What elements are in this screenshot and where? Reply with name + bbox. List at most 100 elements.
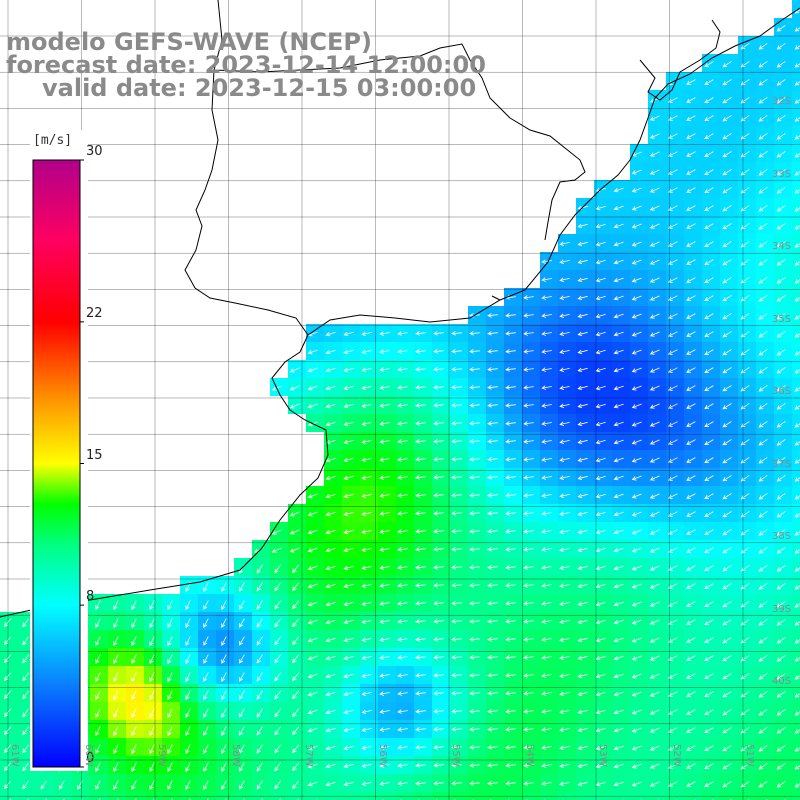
wind-arrow xyxy=(451,745,462,750)
wind-arrow xyxy=(149,690,155,701)
field-cell xyxy=(792,486,800,504)
wind-arrow xyxy=(776,475,786,482)
wind-arrow xyxy=(577,547,588,553)
colorbar-tick-label: 30 xyxy=(86,144,103,159)
wind-arrow xyxy=(704,529,714,536)
field-cell xyxy=(792,396,800,414)
wind-arrow xyxy=(292,600,300,610)
wind-arrow xyxy=(379,331,390,336)
wind-arrow xyxy=(167,762,173,773)
wind-arrow xyxy=(740,727,750,734)
wind-arrow xyxy=(649,709,660,715)
wind-arrow xyxy=(379,349,390,354)
wind-arrow xyxy=(451,439,462,444)
wind-arrow xyxy=(722,133,732,140)
wind-arrow xyxy=(4,690,12,700)
wind-arrow xyxy=(631,763,642,769)
wind-arrow xyxy=(149,654,155,665)
wind-arrow xyxy=(487,403,498,408)
wind-arrow xyxy=(361,619,372,624)
wind-arrow xyxy=(325,709,336,715)
wind-arrow xyxy=(559,673,570,678)
wind-arrow xyxy=(794,315,800,320)
wind-arrow xyxy=(758,709,768,716)
wind-arrow xyxy=(361,385,372,390)
wind-arrow xyxy=(523,619,534,624)
wind-arrow xyxy=(794,261,800,266)
wind-arrow xyxy=(595,223,606,229)
wind-arrow xyxy=(740,529,750,536)
wind-arrow xyxy=(505,583,516,588)
wind-arrow xyxy=(325,583,336,589)
wind-arrow xyxy=(131,726,137,737)
wind-arrow xyxy=(415,781,426,786)
wind-arrow xyxy=(379,385,390,390)
wind-arrow xyxy=(541,583,552,588)
wind-arrow xyxy=(577,457,588,463)
wind-arrow xyxy=(722,439,732,446)
wind-arrow xyxy=(613,493,624,499)
wind-arrow xyxy=(649,331,660,337)
wind-arrow xyxy=(649,205,660,211)
wind-arrow xyxy=(415,601,426,606)
wind-arrow xyxy=(722,187,732,194)
wind-arrow xyxy=(274,654,281,664)
wind-arrow xyxy=(451,655,462,660)
wind-arrow xyxy=(559,529,570,534)
wind-arrow xyxy=(649,529,660,535)
wind-arrow xyxy=(704,763,714,770)
wind-arrow xyxy=(451,709,462,714)
wind-arrow xyxy=(58,780,65,790)
wind-arrow xyxy=(433,709,444,714)
wind-arrow xyxy=(415,691,426,696)
lon-label: 53W xyxy=(597,744,608,767)
wind-arrow xyxy=(4,618,12,628)
wind-arrow xyxy=(307,403,318,409)
lon-label: 59W xyxy=(156,744,167,767)
wind-arrow xyxy=(794,351,800,356)
wind-arrow xyxy=(559,439,570,444)
wind-arrow xyxy=(307,493,318,499)
wind-arrow xyxy=(794,63,800,68)
wind-arrow xyxy=(433,655,444,660)
wind-arrow xyxy=(722,259,732,266)
lat-label: 35S xyxy=(772,313,792,325)
wind-arrow xyxy=(415,421,426,426)
wind-arrow xyxy=(95,780,101,790)
wind-arrow xyxy=(167,708,173,719)
wind-arrow xyxy=(704,403,714,410)
wind-arrow xyxy=(487,349,498,354)
wind-arrow xyxy=(307,529,318,535)
wind-arrow xyxy=(113,744,119,755)
wind-arrow xyxy=(667,637,678,643)
wind-arrow xyxy=(239,762,245,772)
wind-arrow xyxy=(379,619,390,624)
wind-arrow xyxy=(505,439,516,444)
wind-arrow xyxy=(667,475,678,481)
wind-arrow xyxy=(794,531,800,536)
lat-label: 39S xyxy=(772,603,792,615)
wind-arrow xyxy=(343,691,354,697)
wind-arrow xyxy=(203,762,209,772)
coastline xyxy=(0,0,800,618)
wind-arrow xyxy=(667,709,678,715)
wind-arrow xyxy=(307,349,318,355)
wind-arrow xyxy=(776,583,786,590)
wind-arrow xyxy=(559,619,570,624)
wind-arrow xyxy=(794,783,800,788)
wind-arrow xyxy=(451,691,462,696)
wind-arrow xyxy=(704,277,714,284)
wind-arrow xyxy=(343,403,354,409)
wind-arrow xyxy=(541,673,552,678)
wind-arrow xyxy=(740,115,750,122)
wind-arrow xyxy=(95,654,101,664)
wind-arrow xyxy=(239,780,245,790)
wind-arrow xyxy=(415,331,426,336)
wind-arrow xyxy=(95,636,101,646)
wind-arrow xyxy=(469,547,480,552)
wind-arrow xyxy=(722,655,732,662)
wind-arrow xyxy=(631,529,642,535)
wind-arrow xyxy=(541,547,552,552)
wind-arrow xyxy=(343,529,354,535)
